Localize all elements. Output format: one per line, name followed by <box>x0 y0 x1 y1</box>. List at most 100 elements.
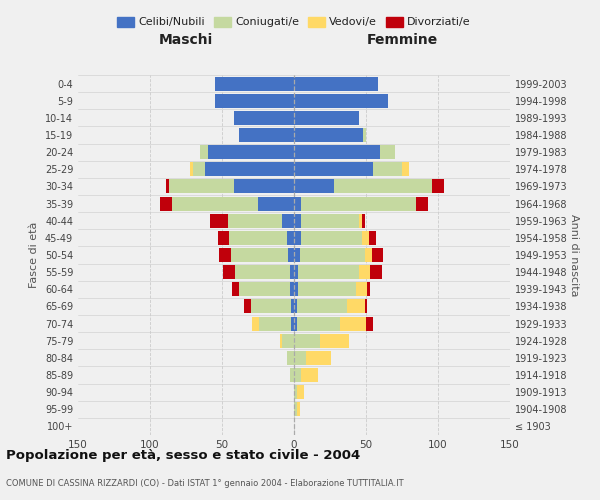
Bar <box>340 316 366 330</box>
Bar <box>300 248 365 262</box>
Bar <box>294 162 373 176</box>
Bar <box>228 214 283 228</box>
Bar <box>432 180 444 194</box>
Bar <box>362 231 369 245</box>
Bar <box>251 300 291 314</box>
Bar <box>370 265 382 279</box>
Bar <box>287 351 294 365</box>
Bar <box>239 282 290 296</box>
Bar <box>372 248 383 262</box>
Bar <box>301 231 362 245</box>
Bar <box>301 196 416 210</box>
Bar <box>235 265 290 279</box>
Bar <box>402 162 409 176</box>
Bar <box>363 128 366 142</box>
Bar <box>347 300 365 314</box>
Bar <box>252 316 259 330</box>
Bar <box>356 282 367 296</box>
Bar <box>233 111 294 125</box>
Bar <box>294 265 298 279</box>
Y-axis label: Fasce di età: Fasce di età <box>29 222 39 288</box>
Bar <box>294 282 298 296</box>
Bar <box>365 248 372 262</box>
Bar <box>294 180 334 194</box>
Bar <box>291 316 294 330</box>
Bar <box>294 402 297 416</box>
Bar <box>301 368 319 382</box>
Bar <box>297 316 340 330</box>
Bar <box>366 316 373 330</box>
Bar <box>294 316 297 330</box>
Bar <box>294 334 320 347</box>
Bar <box>365 300 367 314</box>
Text: Maschi: Maschi <box>159 34 213 48</box>
Bar <box>230 248 288 262</box>
Bar <box>373 162 402 176</box>
Text: COMUNE DI CASSINA RIZZARDI (CO) - Dati ISTAT 1° gennaio 2004 - Elaborazione TUTT: COMUNE DI CASSINA RIZZARDI (CO) - Dati I… <box>6 478 404 488</box>
Bar <box>211 214 228 228</box>
Bar <box>280 334 283 347</box>
Bar <box>294 368 301 382</box>
Bar <box>416 196 428 210</box>
Bar <box>294 231 301 245</box>
Bar <box>283 214 294 228</box>
Bar <box>208 145 294 159</box>
Bar <box>362 214 365 228</box>
Bar <box>232 282 239 296</box>
Bar <box>166 180 169 194</box>
Bar <box>298 282 356 296</box>
Bar <box>290 282 294 296</box>
Bar <box>294 145 380 159</box>
Text: Femmine: Femmine <box>367 34 437 48</box>
Bar <box>294 214 301 228</box>
Bar <box>290 265 294 279</box>
Bar <box>193 162 205 176</box>
Bar <box>359 265 370 279</box>
Bar <box>334 180 432 194</box>
Legend: Celibi/Nubili, Coniugati/e, Vedovi/e, Divorziati/e: Celibi/Nubili, Coniugati/e, Vedovi/e, Di… <box>113 12 475 32</box>
Bar <box>215 94 294 108</box>
Bar <box>283 334 294 347</box>
Bar <box>215 76 294 90</box>
Bar <box>294 94 388 108</box>
Text: Popolazione per età, sesso e stato civile - 2004: Popolazione per età, sesso e stato civil… <box>6 450 360 462</box>
Bar <box>294 300 297 314</box>
Bar <box>380 145 395 159</box>
Bar <box>190 162 193 176</box>
Bar <box>359 214 362 228</box>
Bar <box>294 128 363 142</box>
Bar <box>233 180 294 194</box>
Bar <box>297 385 304 399</box>
Bar <box>288 248 294 262</box>
Bar <box>297 300 347 314</box>
Bar <box>200 145 208 159</box>
Bar <box>229 231 287 245</box>
Bar <box>205 162 294 176</box>
Bar <box>291 300 294 314</box>
Bar <box>287 231 294 245</box>
Bar <box>169 180 233 194</box>
Bar <box>219 248 230 262</box>
Bar <box>294 76 377 90</box>
Bar <box>172 196 258 210</box>
Bar <box>239 128 294 142</box>
Bar <box>294 248 300 262</box>
Bar <box>297 402 300 416</box>
Bar <box>320 334 349 347</box>
Bar <box>259 316 291 330</box>
Bar <box>160 196 172 210</box>
Bar <box>369 231 376 245</box>
Bar <box>244 300 251 314</box>
Bar <box>367 282 370 296</box>
Bar <box>301 214 359 228</box>
Bar <box>294 111 359 125</box>
Bar <box>305 351 331 365</box>
Bar <box>294 385 297 399</box>
Bar <box>258 196 294 210</box>
Bar <box>294 196 301 210</box>
Bar <box>290 368 294 382</box>
Bar <box>223 265 235 279</box>
Bar <box>218 231 229 245</box>
Bar <box>294 351 305 365</box>
Y-axis label: Anni di nascita: Anni di nascita <box>569 214 579 296</box>
